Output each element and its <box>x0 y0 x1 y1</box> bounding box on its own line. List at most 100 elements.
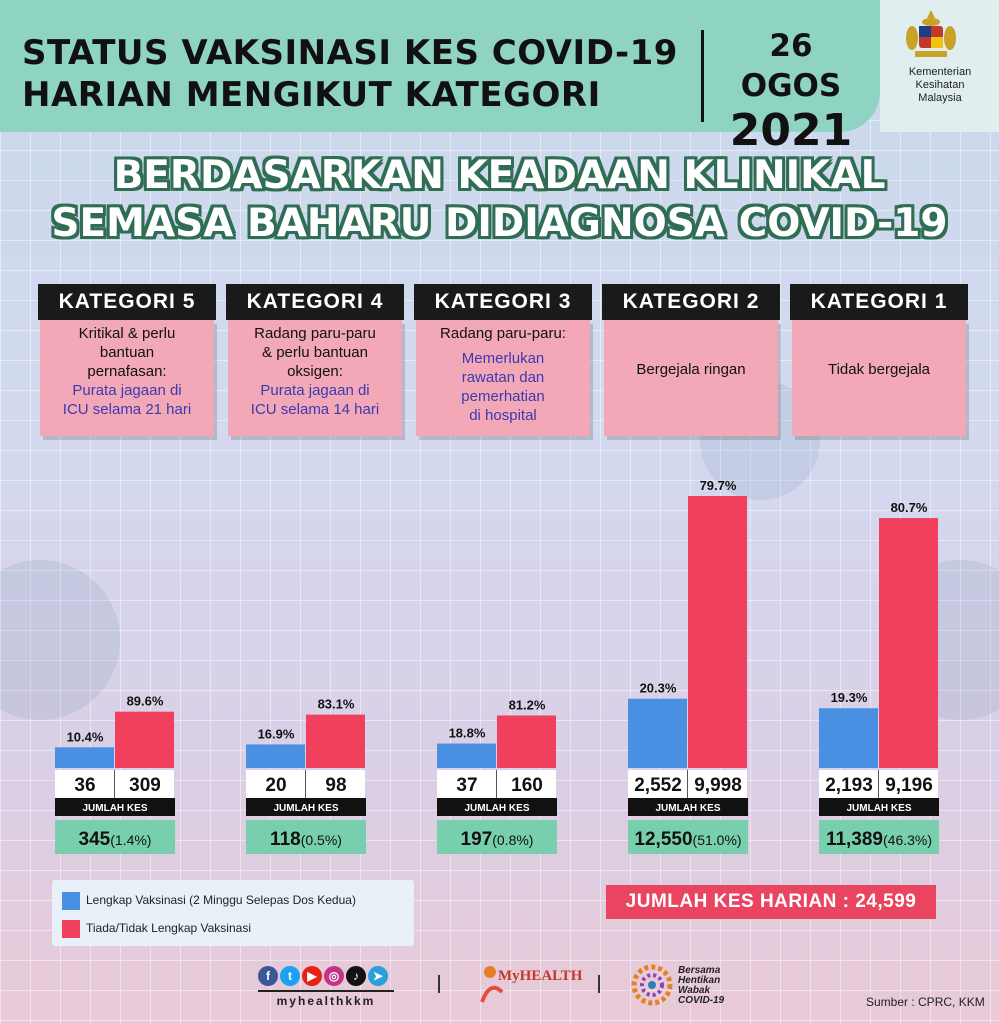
total-label: 11,389(46.3%) <box>826 829 932 850</box>
legend-swatch <box>62 919 80 938</box>
report-date: 26 OGOS 2021 <box>716 26 866 156</box>
total-count: 11,389 <box>826 829 883 850</box>
count-cell <box>55 770 114 798</box>
category-heading: KATEGORI 4 <box>226 284 404 320</box>
legend-label: Tiada/Tidak Lengkap Vaksinasi <box>86 921 251 935</box>
youtube-icon[interactable]: ▶ <box>302 966 322 986</box>
bar <box>497 715 556 768</box>
category-description-box: Radang paru-paru & perlu bantuan oksigen… <box>228 320 402 436</box>
count-label: 98 <box>325 775 346 796</box>
jumlah-kes-label: JUMLAH KES <box>82 803 147 814</box>
total-box <box>55 820 175 854</box>
bar-percent-label: 81.2% <box>509 697 546 712</box>
category-description: Bergejala ringan <box>636 361 746 378</box>
count-cell <box>437 770 496 798</box>
jumlah-kes-label: JUMLAH KES <box>655 803 720 814</box>
count-label: 20 <box>265 775 286 796</box>
category-note: Purata jagaan di ICU selama 14 hari <box>250 382 380 418</box>
social-handle: myhealthkkm <box>258 990 394 1008</box>
count-cell <box>819 770 878 798</box>
myhealth-logo-icon <box>480 966 504 1003</box>
footer-divider <box>438 975 440 993</box>
chart-subtitle: BERDASARKAN KEADAAN KLINIKAL SEMASA BAHA… <box>51 153 948 246</box>
category-heading: KATEGORI 1 <box>790 284 968 320</box>
category-note: Memerlukan rawatan dan pemerhatian di ho… <box>461 350 545 424</box>
date-day-month: 26 OGOS <box>740 28 842 104</box>
jumlah-kes-bar <box>628 798 748 816</box>
bar-percent-label: 89.6% <box>127 694 164 709</box>
total-box <box>819 820 939 854</box>
instagram-icon[interactable]: ◎ <box>324 966 344 986</box>
twitter-icon[interactable]: t <box>280 966 300 986</box>
bar-percent-label: 10.4% <box>67 729 104 744</box>
malaysia-crest-icon <box>906 10 956 57</box>
bar <box>819 708 878 768</box>
data-source: Sumber : CPRC, KKM <box>866 995 985 1009</box>
total-daily-cases: JUMLAH KES HARIAN : 24,599 <box>606 885 936 919</box>
total-count: 197 <box>461 829 493 850</box>
facebook-icon[interactable]: f <box>258 966 278 986</box>
jumlah-kes-bar <box>246 798 366 816</box>
total-share: (46.3%) <box>883 832 932 848</box>
jumlah-kes-bar <box>437 798 557 816</box>
bar-percent-label: 83.1% <box>318 697 355 712</box>
legend-swatch <box>62 891 80 910</box>
total-box <box>437 820 557 854</box>
bersama-hentikan-label: Bersama Hentikan Wabak COVID-19 <box>678 965 725 1006</box>
jumlah-kes-label: JUMLAH KES <box>273 803 338 814</box>
category-description-box: Tidak bergejala <box>792 320 966 436</box>
legend-label: Lengkap Vaksinasi (2 Minggu Selepas Dos … <box>86 893 356 907</box>
category-heading: KATEGORI 5 <box>38 284 216 320</box>
count-cell <box>688 770 747 798</box>
legend-item: Lengkap Vaksinasi (2 Minggu Selepas Dos … <box>62 890 356 910</box>
count-label: 9,998 <box>694 775 742 796</box>
myhealth-label: MyHEALTH <box>498 968 583 984</box>
count-label: 36 <box>74 775 95 796</box>
count-label: 37 <box>456 775 477 796</box>
category-description: Kritikal & perlu bantuan pernafasan: <box>78 325 176 380</box>
total-box <box>628 820 748 854</box>
count-cell <box>879 770 938 798</box>
total-label: 12,550(51.0%) <box>634 829 741 850</box>
chart-legend: Lengkap Vaksinasi (2 Minggu Selepas Dos … <box>52 880 414 946</box>
bar <box>55 747 114 768</box>
category-description: Radang paru-paru & perlu bantuan oksigen… <box>254 325 376 380</box>
header-divider <box>701 30 704 122</box>
count-label: 9,196 <box>885 775 933 796</box>
count-cell <box>306 770 365 798</box>
count-cell <box>497 770 556 798</box>
bar <box>688 496 747 768</box>
total-share: (51.0%) <box>693 832 742 848</box>
category-note: Purata jagaan di ICU selama 21 hari <box>62 382 192 418</box>
legend-item: Tiada/Tidak Lengkap Vaksinasi <box>62 918 251 938</box>
count-cell <box>628 770 687 798</box>
count-cell <box>246 770 305 798</box>
total-label: 118(0.5%) <box>270 829 342 850</box>
count-label: 2,552 <box>634 775 682 796</box>
bar <box>115 711 174 768</box>
category-description-box: Radang paru-paru: Memerlukan rawatan dan… <box>416 320 590 436</box>
bar-percent-label: 20.3% <box>640 681 677 696</box>
category-description-box: Kritikal & perlu bantuan pernafasan: Pur… <box>40 320 214 436</box>
bar <box>306 714 365 768</box>
tiktok-icon[interactable]: ♪ <box>346 966 366 986</box>
category-description: Tidak bergejala <box>827 361 930 378</box>
telegram-icon[interactable]: ➤ <box>368 966 388 986</box>
total-count: 118 <box>270 829 301 850</box>
category-description: Radang paru-paru: <box>440 325 566 342</box>
ministry-name: Kementerian Kesihatan Malaysia <box>908 66 972 104</box>
footer-divider <box>598 975 600 993</box>
page-title: STATUS VAKSINASI KES COVID-19 HARIAN MEN… <box>22 33 678 115</box>
bar <box>437 743 496 768</box>
bar-percent-label: 18.8% <box>449 726 486 741</box>
date-year: 2021 <box>729 105 853 156</box>
total-share: (0.5%) <box>301 832 342 848</box>
count-cell <box>115 770 174 798</box>
jumlah-kes-bar <box>819 798 939 816</box>
bar-percent-label: 80.7% <box>891 500 928 515</box>
bar-percent-label: 19.3% <box>831 690 868 705</box>
category-description-box: Bergejala ringan <box>604 320 778 436</box>
total-count: 12,550 <box>634 829 692 850</box>
category-heading: KATEGORI 3 <box>414 284 592 320</box>
